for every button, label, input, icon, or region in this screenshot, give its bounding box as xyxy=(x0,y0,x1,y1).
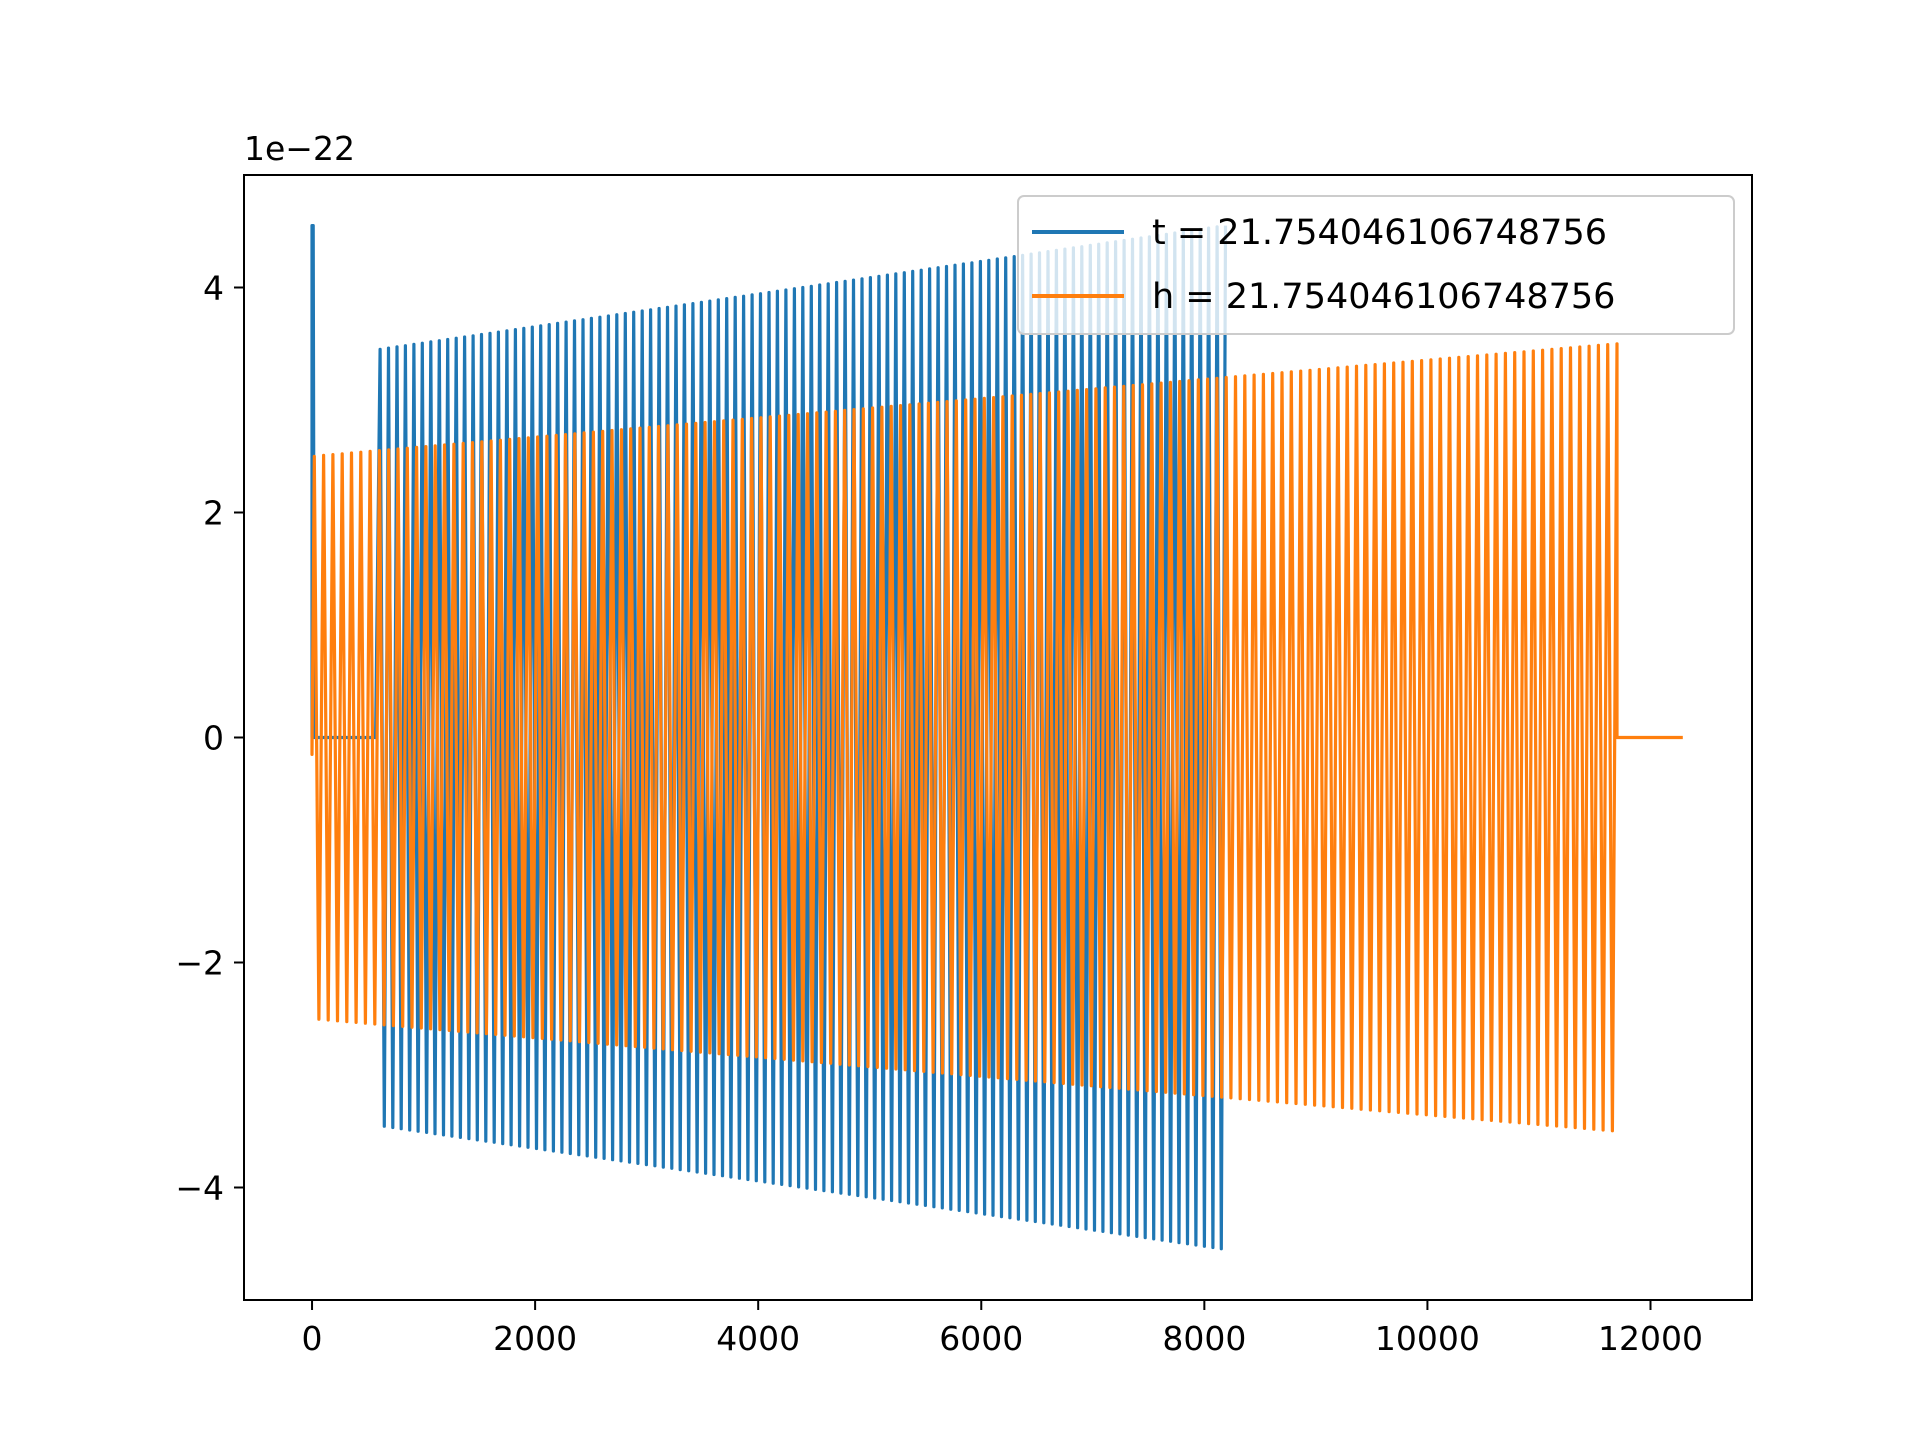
legend-box xyxy=(1017,195,1735,335)
y-tick-label: 2 xyxy=(203,494,224,533)
series-layer xyxy=(310,224,1683,1251)
y-offset-label: 1e−22 xyxy=(244,129,355,168)
x-axis: 0 2000 4000 6000 8000 10000 12000 xyxy=(302,1300,1703,1358)
x-tick-label: 2000 xyxy=(493,1319,577,1358)
x-tick-label: 8000 xyxy=(1162,1319,1246,1358)
x-tick-label: 4000 xyxy=(716,1319,800,1358)
y-tick-label: 0 xyxy=(203,719,224,758)
x-tick-label: 6000 xyxy=(939,1319,1023,1358)
y-tick-label: −4 xyxy=(175,1169,224,1208)
x-tick-label: 10000 xyxy=(1375,1319,1480,1358)
y-axis: −4 −2 0 2 4 xyxy=(175,269,244,1208)
x-tick-label: 0 xyxy=(302,1319,323,1358)
y-tick-label: −2 xyxy=(175,944,224,983)
legend-label: t = 21.754046106748756 xyxy=(1152,213,1607,253)
y-tick-label: 4 xyxy=(203,269,224,308)
series-line-h xyxy=(310,342,1683,1133)
legend: t = 21.754046106748756 h = 21.75404610674… xyxy=(1017,195,1735,335)
legend-label: h = 21.754046106748756 xyxy=(1152,277,1615,317)
x-tick-label: 12000 xyxy=(1598,1319,1703,1358)
